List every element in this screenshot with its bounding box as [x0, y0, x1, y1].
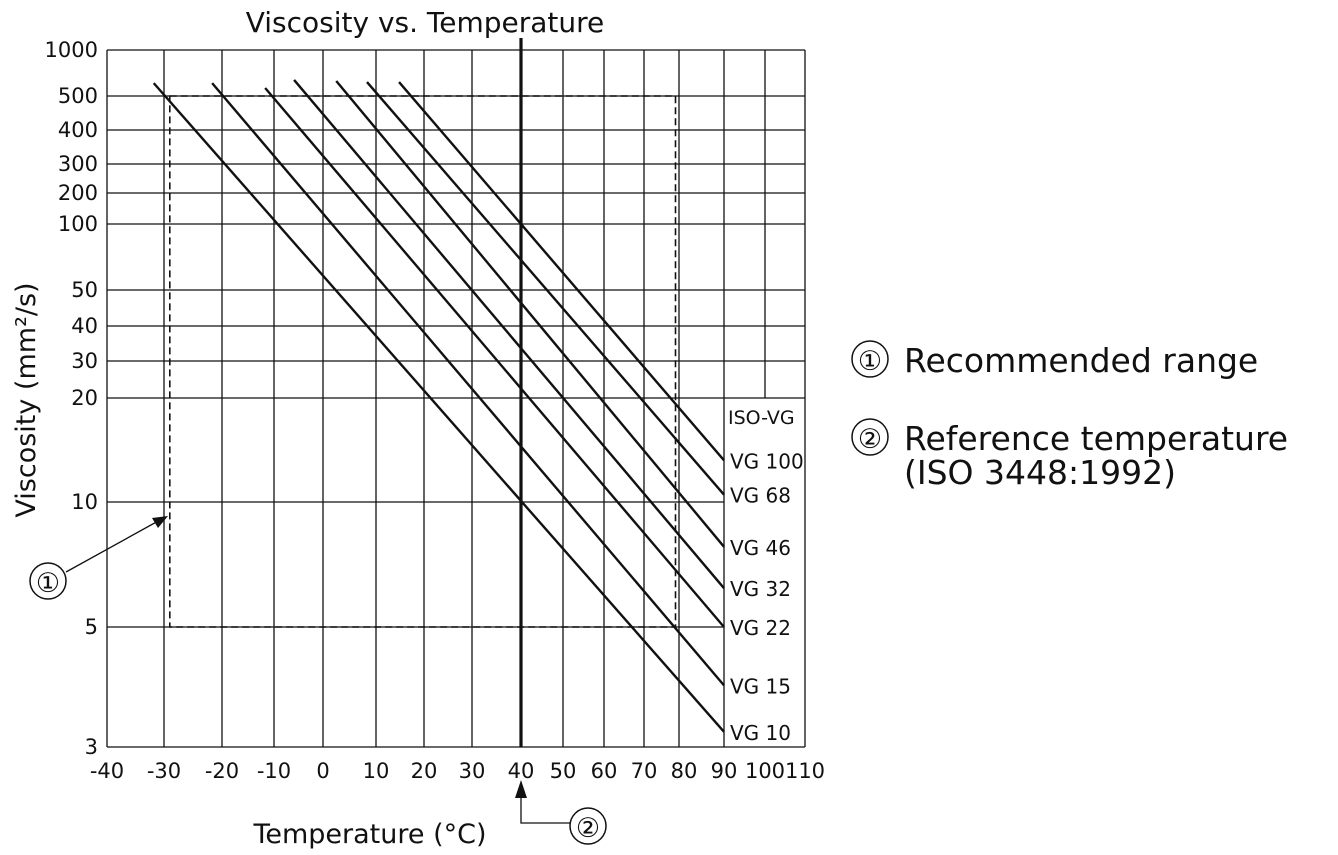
x-tick-label: 40: [508, 759, 535, 783]
y-tick-label: 500: [58, 84, 98, 108]
grid: [106, 38, 806, 748]
legend-2-text: Reference temperature: [904, 419, 1288, 458]
series-line-vg-15: [211, 82, 725, 687]
x-tick-label: -40: [90, 759, 124, 783]
series-label-vg-15: VG 15: [730, 674, 791, 698]
tick-labels: -40 -30 -20 -10 0 10 20 30 50 60 70 80 90 100 11035102…: [45, 38, 826, 783]
y-tick-label: 10: [71, 490, 98, 514]
legend-1-text: Recommended range: [904, 341, 1258, 380]
x-tick-label: -10: [257, 759, 291, 783]
x-tick-label: 60: [591, 759, 618, 783]
recommended-range-box: [169, 95, 677, 628]
x-tick-label: 110: [785, 759, 825, 783]
callout-2-marker: ②: [576, 813, 600, 844]
series-labels: ISO-VG VG 100 VG 68 VG 46 VG 32 VG 22 VG 15 VG…: [728, 407, 804, 745]
series-label-vg-100: VG 100: [730, 449, 804, 473]
x-tick-label: 70: [631, 759, 658, 783]
x-tick-label: 0: [316, 759, 329, 783]
y-tick-label: 100: [58, 212, 98, 236]
series-line-vg-22: [264, 87, 725, 628]
x-tick-label: 100: [745, 759, 785, 783]
x-tick-label: 80: [671, 759, 698, 783]
x-axis-label: Temperature (°C): [252, 819, 486, 850]
x-tick-label: -20: [205, 759, 239, 783]
series-line-vg-32: [293, 79, 725, 589]
y-tick-label: 200: [58, 181, 98, 205]
y-tick-label: 3: [85, 735, 98, 759]
x-tick-label: 10: [363, 759, 390, 783]
x-tick-label: -30: [147, 759, 181, 783]
y-tick-label: 30: [71, 349, 98, 373]
y-tick-label: 20: [71, 386, 98, 410]
legend-1-marker: ①: [858, 346, 882, 377]
x-tick-label: 20: [411, 759, 438, 783]
series-line-vg-10: [152, 82, 725, 733]
callout-2: ②: [515, 780, 607, 845]
series-line-vg-100: [398, 81, 725, 462]
series-line-vg-68: [366, 81, 725, 496]
series-line-vg-46: [335, 80, 725, 548]
y-tick-label: 1000: [45, 38, 98, 62]
series-label-vg-32: VG 32: [730, 577, 791, 601]
y-tick-label: 50: [71, 278, 98, 302]
x-tick-label: 30: [459, 759, 486, 783]
series-label-vg-22: VG 22: [730, 616, 791, 640]
legend-2-marker: ②: [858, 424, 882, 455]
callout-1-marker: ①: [36, 568, 60, 599]
y-axis-label: Viscosity (mm²/s): [11, 282, 42, 517]
y-tick-label: 400: [58, 118, 98, 142]
series-label-vg-68: VG 68: [730, 484, 791, 508]
x-tick-label: 90: [711, 759, 738, 783]
series-label-vg-46: VG 46: [730, 536, 791, 560]
series-lines: [152, 79, 725, 733]
y-tick-label: 300: [58, 152, 98, 176]
legend-title: ISO-VG: [728, 407, 795, 429]
series-label-vg-10: VG 10: [730, 721, 791, 745]
callout-1: ①: [29, 516, 168, 600]
y-tick-label: 40: [71, 314, 98, 338]
chart-title: Viscosity vs. Temperature: [246, 6, 605, 39]
legend-2-subtext: (ISO 3448:1992): [904, 453, 1176, 492]
annotation-legend: ① Recommended range ② Reference temperat…: [851, 340, 1288, 492]
y-tick-label: 5: [85, 615, 98, 639]
x-tick-label: 50: [550, 759, 577, 783]
